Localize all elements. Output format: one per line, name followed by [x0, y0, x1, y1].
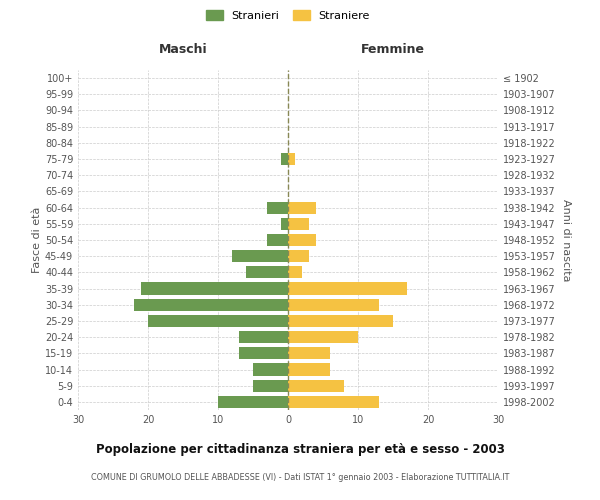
Text: Femmine: Femmine [361, 44, 425, 57]
Text: COMUNE DI GRUMOLO DELLE ABBADESSE (VI) - Dati ISTAT 1° gennaio 2003 - Elaborazio: COMUNE DI GRUMOLO DELLE ABBADESSE (VI) -… [91, 472, 509, 482]
Bar [281, 218, 288, 230]
Bar [288, 298, 379, 311]
Bar [134, 298, 288, 311]
Bar [288, 396, 379, 408]
Bar [288, 364, 330, 376]
Bar [267, 234, 288, 246]
Bar [288, 218, 309, 230]
Bar [148, 315, 288, 327]
Y-axis label: Fasce di età: Fasce di età [32, 207, 42, 273]
Bar [239, 331, 288, 343]
Text: Maschi: Maschi [158, 44, 208, 57]
Bar [253, 364, 288, 376]
Bar [288, 153, 295, 165]
Bar [288, 234, 316, 246]
Bar [288, 250, 309, 262]
Bar [288, 348, 330, 360]
Bar [288, 315, 393, 327]
Text: Popolazione per cittadinanza straniera per età e sesso - 2003: Popolazione per cittadinanza straniera p… [95, 442, 505, 456]
Bar [232, 250, 288, 262]
Bar [218, 396, 288, 408]
Bar [288, 331, 358, 343]
Bar [288, 266, 302, 278]
Bar [267, 202, 288, 213]
Bar [288, 202, 316, 213]
Bar [141, 282, 288, 294]
Bar [239, 348, 288, 360]
Bar [281, 153, 288, 165]
Bar [288, 380, 344, 392]
Bar [253, 380, 288, 392]
Bar [288, 282, 407, 294]
Y-axis label: Anni di nascita: Anni di nascita [561, 198, 571, 281]
Bar [246, 266, 288, 278]
Legend: Stranieri, Straniere: Stranieri, Straniere [202, 6, 374, 25]
